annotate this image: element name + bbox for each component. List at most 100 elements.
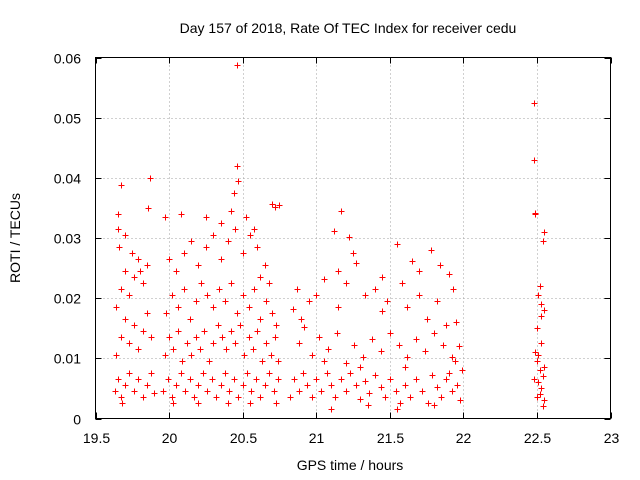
data-point xyxy=(178,370,185,377)
data-point xyxy=(162,352,169,359)
data-point xyxy=(169,292,176,299)
data-point xyxy=(434,298,441,305)
data-point xyxy=(259,358,266,365)
data-point xyxy=(188,238,195,245)
data-point xyxy=(382,394,389,401)
data-point xyxy=(313,292,320,299)
gridlines xyxy=(95,57,611,419)
data-point xyxy=(228,328,235,335)
data-point xyxy=(251,226,258,233)
data-point xyxy=(318,388,325,395)
data-point xyxy=(218,220,225,227)
data-point xyxy=(275,376,282,383)
data-point xyxy=(195,262,202,269)
data-point xyxy=(335,304,342,311)
data-point xyxy=(456,343,463,350)
plot-frame xyxy=(95,57,611,419)
data-point xyxy=(301,324,308,331)
data-point xyxy=(223,346,230,353)
data-point xyxy=(195,400,202,407)
y-tick-label: 0.04 xyxy=(54,171,81,187)
data-point xyxy=(204,292,211,299)
data-point xyxy=(243,214,250,221)
data-point xyxy=(232,226,239,233)
data-point xyxy=(394,241,401,248)
data-point xyxy=(235,178,242,185)
x-tick-label: 22.5 xyxy=(524,430,551,446)
data-point xyxy=(379,308,386,315)
data-point xyxy=(144,262,151,269)
data-point xyxy=(535,292,542,299)
data-point xyxy=(210,340,217,347)
data-point xyxy=(335,268,342,275)
data-point xyxy=(122,268,129,275)
data-point xyxy=(135,376,142,383)
x-tick-label: 23 xyxy=(604,430,620,446)
data-point xyxy=(535,352,542,359)
data-point xyxy=(541,364,548,371)
data-point xyxy=(413,376,420,383)
data-point xyxy=(263,340,270,347)
data-point xyxy=(309,352,316,359)
data-point xyxy=(232,340,239,347)
data-point xyxy=(175,304,182,311)
data-point xyxy=(538,313,545,320)
data-point xyxy=(343,388,350,395)
data-point xyxy=(240,250,247,257)
data-point xyxy=(122,232,129,239)
data-point xyxy=(540,403,547,410)
data-point xyxy=(145,205,152,212)
data-point xyxy=(213,394,220,401)
data-point xyxy=(534,394,541,401)
data-point xyxy=(273,400,280,407)
data-point xyxy=(147,175,154,182)
data-point xyxy=(450,286,457,293)
data-point xyxy=(246,304,253,311)
data-point xyxy=(247,400,254,407)
data-point xyxy=(266,280,273,287)
data-point xyxy=(184,340,191,347)
y-tick-label: 0.06 xyxy=(54,51,81,67)
y-axis: 0 0.01 0.02 0.03 0.04 0.05 0.06 xyxy=(54,51,611,428)
data-point xyxy=(387,330,394,337)
data-point xyxy=(254,328,261,335)
data-point xyxy=(178,211,185,218)
data-point xyxy=(181,250,188,257)
data-point xyxy=(203,244,210,251)
data-point xyxy=(459,367,466,374)
y-axis-label: ROTI / TECUs xyxy=(7,193,23,283)
data-point xyxy=(122,382,129,389)
data-point xyxy=(210,232,217,239)
data-point xyxy=(276,202,283,209)
data-point xyxy=(350,250,357,257)
x-tick-label: 21 xyxy=(309,430,325,446)
data-point xyxy=(215,322,222,329)
data-point xyxy=(237,322,244,329)
data-point xyxy=(170,346,177,353)
x-tick-label: 20 xyxy=(162,430,178,446)
data-point xyxy=(206,358,213,365)
data-point xyxy=(197,346,204,353)
data-point xyxy=(532,211,539,218)
data-point xyxy=(452,358,459,365)
data-point xyxy=(404,354,411,361)
data-point xyxy=(338,208,345,215)
data-point xyxy=(538,301,545,308)
data-point xyxy=(269,310,276,317)
x-tick-label: 22 xyxy=(456,430,472,446)
y-tick-label: 0.05 xyxy=(54,111,81,127)
data-point xyxy=(378,348,385,355)
data-point xyxy=(126,292,133,299)
y-tick-label: 0.02 xyxy=(54,291,81,307)
data-point xyxy=(541,229,548,236)
data-point xyxy=(328,382,335,389)
data-point xyxy=(440,342,447,349)
data-point xyxy=(140,328,147,335)
data-point xyxy=(268,352,275,359)
data-point xyxy=(394,406,401,413)
data-points xyxy=(112,62,548,413)
data-point xyxy=(353,382,360,389)
data-point xyxy=(351,342,358,349)
data-point xyxy=(540,373,547,380)
data-point xyxy=(254,244,261,251)
